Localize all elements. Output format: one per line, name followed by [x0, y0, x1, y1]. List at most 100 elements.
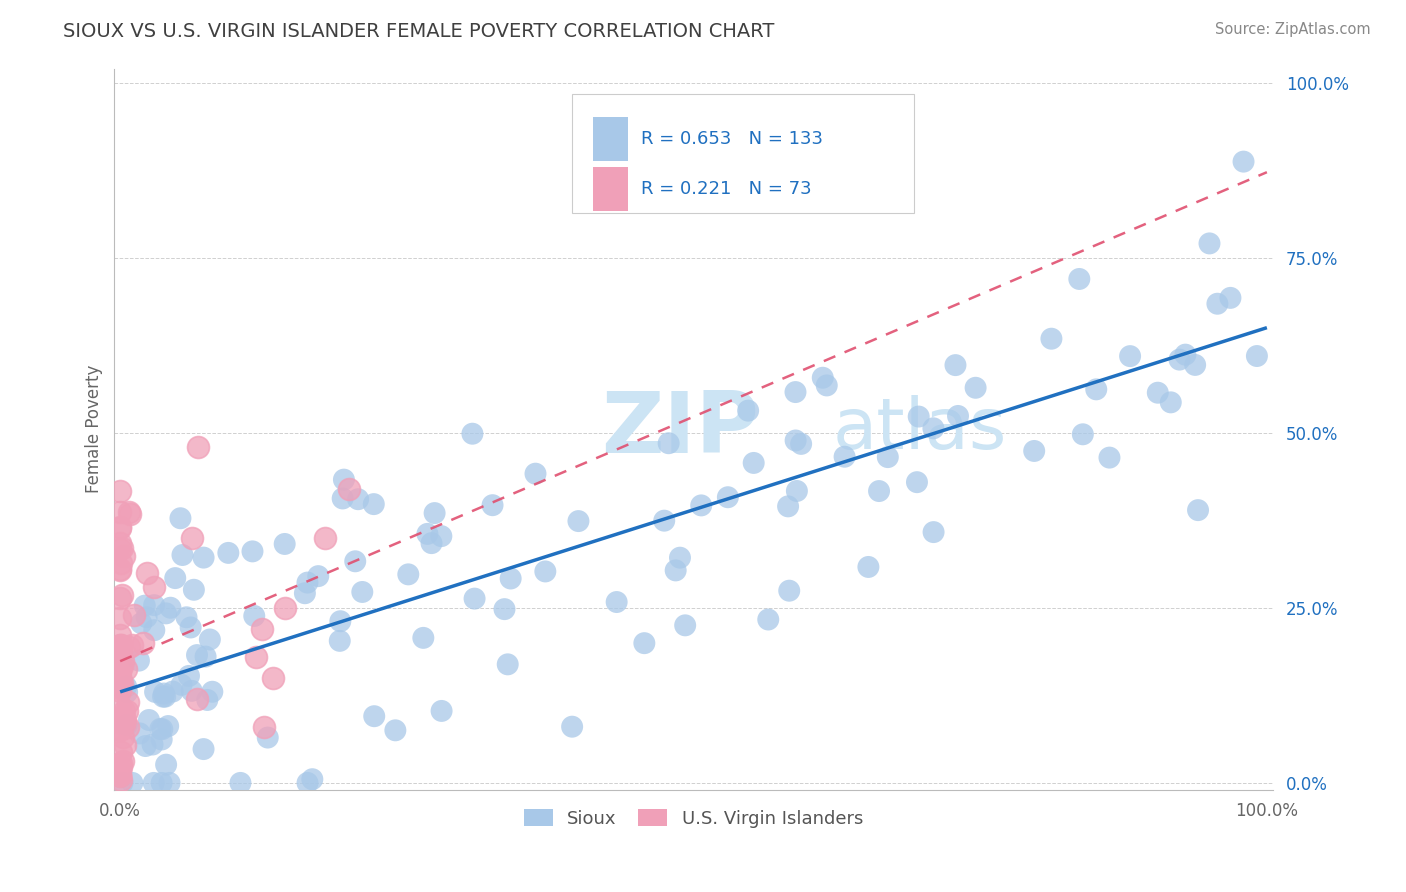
Point [110, 723, 132, 737]
Point [155, 757, 177, 772]
Point [150, 722, 173, 736]
Point [108, 681, 131, 695]
Point [481, 498, 503, 512]
Point [138, 713, 160, 727]
Point [922, 525, 945, 540]
Point [273, 537, 295, 551]
Point [112, 717, 135, 731]
Point [108, 769, 131, 783]
Point [108, 640, 131, 654]
Point [673, 618, 696, 632]
Point [1024, 444, 1046, 458]
Point [245, 649, 267, 664]
Point [112, 549, 135, 563]
Point [347, 492, 370, 507]
Point [868, 484, 890, 499]
Point [252, 622, 274, 636]
Point [118, 505, 141, 519]
Point [180, 531, 202, 545]
Point [412, 631, 434, 645]
Point [110, 670, 132, 684]
Point [198, 632, 221, 647]
Point [110, 589, 132, 603]
Point [534, 565, 557, 579]
Point [117, 694, 139, 708]
Point [143, 623, 166, 637]
Point [717, 490, 740, 504]
Point [461, 426, 484, 441]
Point [1040, 332, 1063, 346]
Point [187, 440, 209, 454]
Point [307, 569, 329, 583]
Point [633, 636, 655, 650]
Point [110, 698, 132, 713]
Point [329, 614, 352, 628]
Point [108, 665, 131, 679]
Point [1184, 358, 1206, 372]
Point [384, 723, 406, 738]
Point [183, 582, 205, 597]
Point [114, 738, 136, 752]
Point [193, 550, 215, 565]
Point [108, 684, 131, 698]
Point [1168, 352, 1191, 367]
Point [785, 434, 807, 448]
Text: atlas: atlas [832, 395, 1007, 464]
Point [110, 756, 132, 770]
Point [155, 607, 177, 621]
Point [778, 500, 800, 514]
Point [561, 720, 583, 734]
Point [128, 726, 150, 740]
Point [396, 567, 419, 582]
Point [118, 640, 141, 655]
Point [195, 693, 218, 707]
Point [134, 739, 156, 753]
Point [170, 678, 193, 692]
Point [294, 586, 316, 600]
Point [108, 521, 131, 535]
Point [111, 541, 134, 555]
Point [121, 776, 143, 790]
Point [112, 654, 135, 668]
Point [363, 709, 385, 723]
Point [1219, 291, 1241, 305]
Point [339, 482, 361, 496]
Point [150, 732, 173, 747]
Text: SIOUX VS U.S. VIRGIN ISLANDER FEMALE POVERTY CORRELATION CHART: SIOUX VS U.S. VIRGIN ISLANDER FEMALE POV… [63, 22, 775, 41]
Point [785, 385, 807, 400]
Point [108, 520, 131, 534]
Point [108, 677, 131, 691]
Point [193, 742, 215, 756]
Point [112, 731, 135, 745]
Point [1119, 349, 1142, 363]
Point [115, 705, 138, 719]
Point [344, 554, 367, 568]
Point [1232, 154, 1254, 169]
Point [149, 722, 172, 736]
Point [217, 546, 239, 560]
Point [142, 580, 165, 594]
Point [129, 616, 152, 631]
Point [742, 456, 765, 470]
Point [186, 691, 208, 706]
Point [110, 556, 132, 570]
Text: R = 0.221   N = 73: R = 0.221 N = 73 [641, 180, 813, 198]
Point [242, 544, 264, 558]
Point [165, 571, 187, 585]
Point [110, 505, 132, 519]
Bar [593, 168, 627, 211]
Point [110, 767, 132, 781]
Point [115, 685, 138, 699]
Point [110, 772, 132, 787]
Point [314, 531, 336, 545]
Point [108, 610, 131, 624]
Point [652, 514, 675, 528]
Point [1206, 297, 1229, 311]
Point [876, 450, 898, 464]
Point [110, 714, 132, 729]
Point [112, 754, 135, 768]
Point [115, 680, 138, 694]
Point [811, 370, 834, 384]
Point [172, 548, 194, 562]
Point [159, 776, 181, 790]
